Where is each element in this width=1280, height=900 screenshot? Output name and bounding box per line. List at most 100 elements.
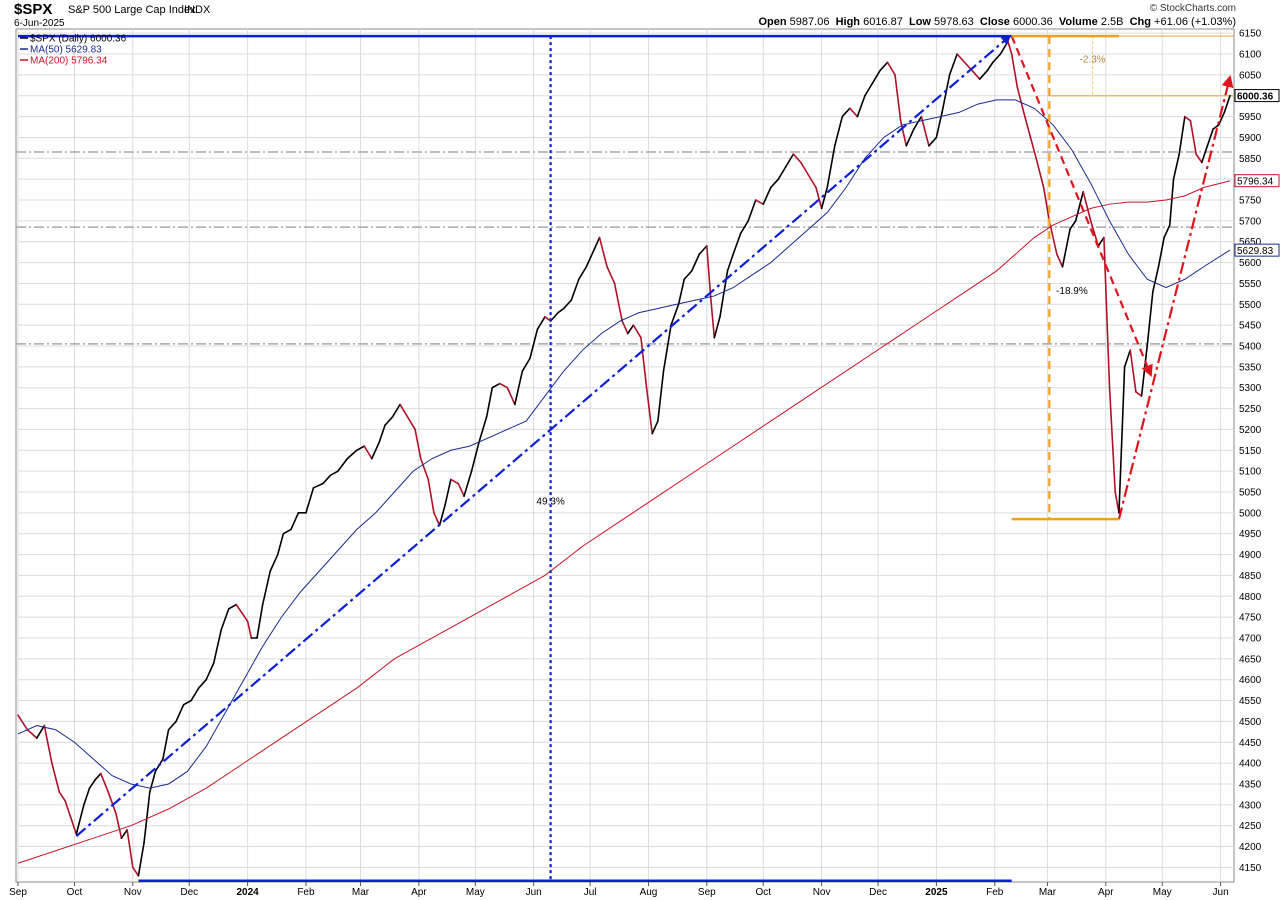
legend-label: MA(50) 5629.83 [30,45,102,56]
ma50-line [17,99,1231,789]
x-tick-label: Sep [698,887,716,898]
open-value: 5987.06 [789,16,830,28]
price-segment [143,791,151,844]
price-segment [1146,290,1154,347]
price-segment [754,199,765,205]
price-segment [536,316,546,331]
price-segment [17,714,29,731]
x-tick-label: Nov [124,887,142,898]
price-segment [491,382,501,389]
price-segment [399,403,409,418]
price-segment [651,420,659,435]
price-segment [978,69,989,80]
y-tick-label: 5750 [1239,196,1262,207]
low-label: Low [908,16,931,28]
y-tick-label: 4450 [1239,738,1262,749]
price-segment [732,232,742,256]
price-segment [235,603,243,614]
price-segment [706,245,712,297]
percent-annotation: -18.9% [1056,286,1088,297]
price-segment [1212,124,1220,130]
price-segment [971,69,981,80]
price-segment [355,445,366,452]
price-segment [444,478,452,506]
price-segment [406,416,416,431]
price-segment [26,728,38,739]
price-segment [1074,190,1085,222]
chart-date: 6-Jun-2025 [14,18,65,29]
price-segment [205,662,215,681]
price-segment [593,236,601,251]
price-segment [1123,349,1132,368]
y-tick-label: 4900 [1239,550,1262,561]
price-segment [220,607,230,631]
price-segment [1056,253,1064,268]
x-tick-label: Jun [526,887,542,898]
price-segment [626,324,635,335]
price-segment [1069,220,1077,231]
price-segment [645,386,654,435]
price-segment [438,503,447,527]
price-segment [1082,190,1092,222]
legend-label: MA(200) 5796.34 [30,56,108,67]
price-segment [570,278,580,301]
y-tick-label: 4150 [1239,863,1262,874]
price-segment [346,449,358,460]
price-segment [807,174,817,189]
price-segment [290,512,300,531]
y-tick-label: 4250 [1239,821,1262,832]
plot-frame [15,28,1235,883]
brand-watermark: © StockCharts.com [1149,3,1236,14]
price-segment [115,812,123,840]
value-tag-label: 5629.83 [1237,246,1274,257]
ohlc-summary: Open 5987.06 High 6016.87 Low 5978.63 Cl… [758,16,1236,28]
price-segment [899,119,908,147]
y-tick-label: 5200 [1239,425,1262,436]
y-tick-label: 5500 [1239,300,1262,311]
y-tick-label: 5250 [1239,404,1262,415]
value-tag-box [1234,89,1280,103]
price-segment [1152,265,1160,293]
exchange-label: INDX [184,4,211,16]
price-segment [894,74,902,122]
price-segment [1184,115,1192,122]
price-segment [414,428,422,460]
y-tick-label: 4850 [1239,571,1262,582]
price-segment [162,728,170,760]
price-segment [457,482,465,497]
price-segment [864,82,874,97]
price-segment [36,724,46,739]
price-segment [1157,236,1165,268]
price-segment [1168,178,1175,226]
price-segment [833,115,844,147]
price-segment [698,245,708,256]
price-segment [433,512,441,527]
price-segment [640,336,648,389]
x-tick-label: Mar [1039,887,1057,898]
y-tick-label: 5350 [1239,362,1262,373]
price-segment [726,253,734,272]
percent-annotation: 49.3% [536,497,564,508]
x-tick-label: Jul [584,887,597,898]
price-segment [941,74,951,114]
price-segment [137,841,145,877]
symbol-title: $SPX [14,1,53,18]
y-tick-label: 4350 [1239,779,1262,790]
x-tick-label: Apr [1098,887,1114,898]
price-segment [1035,157,1045,189]
price-segment [920,115,930,147]
price-segment [227,603,238,610]
price-segment [598,236,608,268]
price-segment [182,699,192,706]
price-segment [478,416,488,443]
price-segment [769,178,780,189]
price-segment [578,265,588,281]
price-segment [148,770,157,794]
price-segment [747,199,757,222]
price-segment [450,478,460,485]
volume-value: 2.5B [1100,16,1124,28]
price-segment [1118,366,1126,514]
x-tick-label: Dec [869,887,887,898]
price-segment [886,61,896,76]
